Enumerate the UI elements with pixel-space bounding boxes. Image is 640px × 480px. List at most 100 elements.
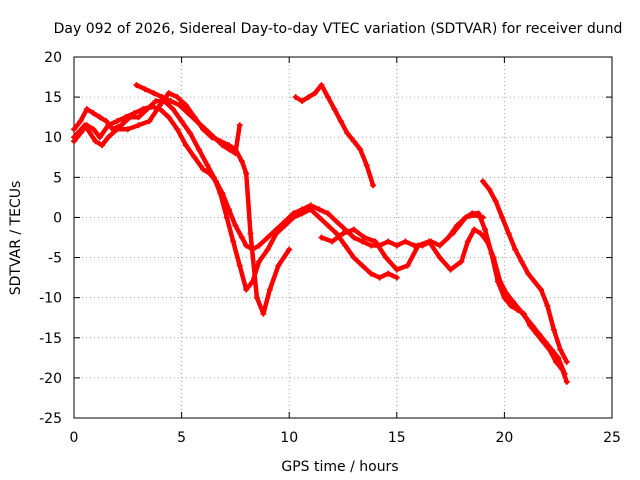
- y-tick-label: -25: [39, 411, 62, 427]
- data-point: [193, 118, 200, 125]
- data-point: [494, 278, 501, 285]
- series-line-7: [480, 179, 570, 365]
- data-point: [357, 146, 364, 153]
- data-point: [150, 90, 157, 97]
- x-tick-label: 20: [495, 430, 513, 446]
- data-point: [144, 106, 151, 113]
- data-point: [415, 242, 422, 249]
- data-point: [243, 286, 250, 293]
- data-point: [204, 162, 211, 169]
- data-point: [350, 234, 357, 241]
- data-point: [178, 118, 185, 125]
- data-point: [404, 262, 411, 269]
- data-point: [363, 162, 370, 169]
- data-point: [217, 190, 224, 197]
- y-tick-label: 10: [44, 130, 62, 146]
- data-point: [266, 286, 273, 293]
- data-point: [385, 270, 392, 277]
- series-points-2: [71, 98, 400, 293]
- data-point: [98, 142, 105, 149]
- data-point: [210, 174, 217, 181]
- data-point: [232, 222, 239, 229]
- data-point: [385, 238, 392, 245]
- data-point: [445, 234, 452, 241]
- y-tick-label: -5: [48, 251, 62, 267]
- data-point: [90, 126, 97, 133]
- data-point: [236, 122, 243, 129]
- data-point: [187, 130, 194, 137]
- data-point: [426, 238, 433, 245]
- data-point: [350, 226, 357, 233]
- data-point: [482, 226, 489, 233]
- data-point: [114, 126, 121, 133]
- data-point: [533, 330, 540, 337]
- data-point: [331, 106, 338, 113]
- data-point: [505, 230, 512, 237]
- data-point: [256, 242, 263, 249]
- data-point: [525, 270, 532, 277]
- data-point: [286, 246, 293, 253]
- plot-frame: [73, 56, 613, 419]
- data-point: [182, 102, 189, 109]
- series-points-4: [133, 82, 243, 157]
- data-point: [256, 258, 263, 265]
- data-point: [290, 214, 297, 221]
- data-point: [510, 298, 517, 305]
- data-point: [518, 258, 525, 265]
- series-points-6: [318, 226, 568, 377]
- data-point: [90, 110, 97, 117]
- y-axis: -25 -20 -15 -10 -5 0 5 10 15 20: [39, 50, 612, 427]
- data-point: [557, 346, 564, 353]
- data-point: [225, 146, 232, 153]
- data-point: [486, 186, 493, 193]
- data-point: [232, 150, 239, 157]
- data-point: [169, 106, 176, 113]
- data-point: [167, 98, 174, 105]
- data-point: [340, 230, 346, 237]
- data-point: [492, 198, 499, 205]
- data-point: [275, 262, 282, 269]
- data-point: [324, 222, 331, 229]
- series-line-5: [293, 82, 376, 188]
- x-tick-label: 0: [70, 430, 79, 446]
- y-tick-label: 15: [44, 90, 62, 106]
- data-point: [210, 134, 217, 141]
- data-point: [230, 238, 237, 245]
- data-point: [333, 218, 340, 225]
- y-tick-label: 5: [53, 170, 62, 186]
- data-point: [464, 238, 471, 245]
- data-point: [176, 102, 183, 109]
- data-point: [520, 310, 527, 317]
- data-point: [479, 178, 486, 185]
- data-point: [499, 214, 506, 221]
- data-point: [223, 214, 230, 221]
- data-point: [553, 358, 560, 365]
- series-points-7: [479, 178, 570, 365]
- data-point: [507, 302, 514, 309]
- data-point: [292, 94, 299, 101]
- y-tick-label: -15: [39, 331, 62, 347]
- series-line-6: [319, 227, 567, 377]
- data-point: [550, 326, 557, 333]
- data-point: [359, 262, 366, 269]
- data-point: [501, 294, 508, 301]
- data-point: [531, 278, 538, 285]
- data-point: [243, 242, 250, 249]
- data-point: [512, 246, 519, 253]
- data-point: [318, 234, 325, 241]
- data-point: [393, 242, 400, 249]
- data-point: [135, 114, 142, 121]
- data-point: [260, 310, 267, 317]
- data-point: [477, 230, 484, 237]
- data-point: [273, 230, 280, 237]
- data-point: [238, 234, 245, 241]
- data-point: [316, 206, 323, 213]
- data-point: [219, 142, 226, 149]
- data-point: [103, 118, 110, 125]
- data-point: [202, 126, 209, 133]
- data-point: [458, 258, 465, 265]
- data-point: [182, 142, 189, 149]
- data-point: [253, 294, 260, 301]
- data-point: [344, 130, 351, 137]
- data-point: [142, 86, 149, 93]
